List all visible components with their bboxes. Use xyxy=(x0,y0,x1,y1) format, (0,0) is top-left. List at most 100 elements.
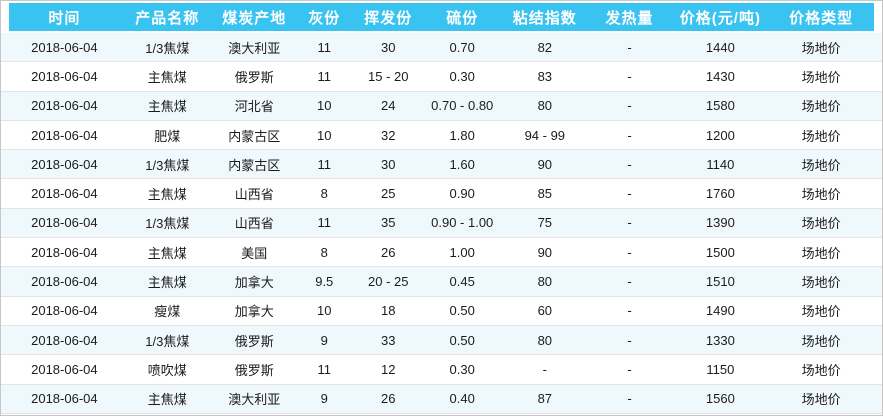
cell-time: 2018-06-04 xyxy=(31,391,98,407)
cell-price-type: 场地价 xyxy=(801,128,841,144)
cell-sulfur: 0.30 xyxy=(449,361,475,377)
cell-sulfur: 0.40 xyxy=(449,391,475,407)
cell-time: 2018-06-04 xyxy=(31,156,98,172)
cell-price: 1390 xyxy=(705,215,735,231)
cell-ash: 11 xyxy=(317,215,332,231)
cell-caking-index: 82 xyxy=(537,39,553,55)
cell-ash: 9 xyxy=(320,332,328,348)
cell-price: 1580 xyxy=(705,98,735,114)
cell-caking-index: 80 xyxy=(537,332,553,348)
cell-coal-origin: 美国 xyxy=(241,245,268,261)
table-row: 2018-06-04 主焦煤 俄罗斯 11 15 - 20 0.30 83 - 1430 场地价 xyxy=(1,62,882,92)
cell-price: 1490 xyxy=(705,303,735,319)
cell-sulfur: 0.50 xyxy=(449,332,475,348)
cell-calorific-value: - xyxy=(627,244,632,260)
table-body: 2018-06-04 1/3焦煤 澳大利亚 11 30 0.70 82-1440 场地价 201… xyxy=(1,33,882,414)
cell-caking-index: 80 xyxy=(537,98,553,114)
cell-product-name: 主焦煤 xyxy=(147,392,187,408)
cell-price-type: 场地价 xyxy=(801,333,841,349)
cell-volatile: 12 xyxy=(381,361,396,377)
cell-product-name: 喷吹煤 xyxy=(147,362,187,378)
cell-volatile: 26 xyxy=(381,244,396,260)
cell-calorific-value: - xyxy=(627,391,632,407)
cell-price: 1150 xyxy=(706,361,735,377)
cell-volatile: 20 - 25 xyxy=(368,274,409,290)
cell-price: 1430 xyxy=(705,68,735,84)
cell-price: 1330 xyxy=(705,332,735,348)
cell-sulfur: 1.00 xyxy=(449,244,475,260)
cell-price-type: 场地价 xyxy=(801,275,841,291)
cell-coal-origin: 俄罗斯 xyxy=(234,333,274,349)
cell-caking-index: 94 - 99 xyxy=(524,127,566,143)
table-row: 2018-06-04 肥煤 内蒙古区 10 32 1.80 94 - 99 - 1200 场地价 xyxy=(1,120,882,151)
cell-product-name: 1/3焦煤 xyxy=(145,157,190,173)
cell-price-type: 场地价 xyxy=(801,362,841,378)
cell-caking-index: 87 xyxy=(537,391,553,407)
column-header-price: 价格(元/吨) xyxy=(679,9,761,27)
cell-sulfur: 0.90 - 1.00 xyxy=(431,215,494,231)
cell-coal-origin: 山西省 xyxy=(234,216,274,232)
table-row: 2018-06-04 瘦煤 加拿大 10 18 0.50 60 - 1490 场地价 xyxy=(1,296,882,326)
column-header-time: 时间 xyxy=(48,9,81,27)
cell-time: 2018-06-04 xyxy=(31,39,98,55)
column-header-calorific-value: 发热量 xyxy=(605,9,654,27)
column-header-sulfur: 硫份 xyxy=(446,9,479,27)
cell-sulfur: 1.80 xyxy=(449,127,475,143)
cell-volatile: 32 xyxy=(381,127,396,143)
cell-time: 2018-06-04 xyxy=(31,244,98,260)
table-row: 2018-06-04 喷吹煤 俄罗斯 11 12 0.30 - - 1150 场地价 xyxy=(1,355,882,385)
cell-calorific-value: - xyxy=(627,274,632,290)
cell-product-name: 1/3焦煤 xyxy=(145,333,190,349)
table-row: 2018-06-04 1/3焦煤 内蒙古区 11 30 1.60 90 - 1140 场地价 xyxy=(1,150,882,180)
cell-price-type: 场地价 xyxy=(801,245,841,261)
cell-price-type: 场地价 xyxy=(801,99,841,115)
cell-volatile: 33 xyxy=(381,332,396,348)
cell-coal-origin: 山西省 xyxy=(234,187,274,203)
cell-time: 2018-06-04 xyxy=(31,98,98,114)
cell-calorific-value: - xyxy=(627,303,632,319)
cell-product-name: 肥煤 xyxy=(154,128,181,144)
cell-coal-origin: 澳大利亚 xyxy=(228,392,281,408)
cell-calorific-value: - xyxy=(627,361,632,377)
table-row: 2018-06-04 主焦煤 澳大利亚 9 26 0.40 87 - 1560 场地价 xyxy=(1,384,882,414)
table-row: 2018-06-04 主焦煤 山西省 8 25 0.90 85 - 1760 场地价 xyxy=(1,179,882,209)
cell-calorific-value: - xyxy=(627,156,632,172)
cell-price-type: 场地价 xyxy=(801,304,841,320)
cell-sulfur: 0.90 xyxy=(449,186,475,202)
cell-time: 2018-06-04 xyxy=(31,332,98,348)
cell-price-type: 场地价 xyxy=(801,40,841,56)
cell-coal-origin: 加拿大 xyxy=(234,275,274,291)
cell-product-name: 主焦煤 xyxy=(147,275,187,291)
table-row: 2018-06-04 主焦煤 河北省 10 24 0.70 - 0.80 80 - 1580 场地… xyxy=(1,91,882,121)
cell-calorific-value: - xyxy=(627,215,632,231)
cell-volatile: 25 xyxy=(381,186,396,202)
column-header-price-type: 价格类型 xyxy=(789,9,854,27)
cell-sulfur: 0.70 xyxy=(449,39,475,55)
cell-product-name: 1/3焦煤 xyxy=(145,216,190,232)
table-row: 2018-06-04 主焦煤 美国 8 26 1.00 90 - 1500 场地价 xyxy=(1,238,882,268)
cell-product-name: 主焦煤 xyxy=(147,69,187,85)
cell-calorific-value: - xyxy=(627,186,632,202)
cell-price-type: 场地价 xyxy=(801,392,841,408)
cell-volatile: 26 xyxy=(381,391,396,407)
cell-ash: 10 xyxy=(317,303,332,319)
cell-caking-index: 90 xyxy=(537,156,553,172)
cell-caking-index: 80 xyxy=(537,274,553,290)
cell-coal-origin: 内蒙古区 xyxy=(228,157,281,173)
cell-volatile: 15 - 20 xyxy=(368,68,409,84)
cell-ash: 11 xyxy=(317,39,332,55)
cell-product-name: 主焦煤 xyxy=(147,99,187,115)
cell-time: 2018-06-04 xyxy=(31,127,98,143)
cell-sulfur: 0.30 xyxy=(449,68,475,84)
cell-ash: 8 xyxy=(320,244,328,260)
cell-sulfur: 1.60 xyxy=(449,156,475,172)
column-header-coal-origin: 煤炭产地 xyxy=(222,9,287,27)
table-row: 2018-06-04 1/3焦煤 俄罗斯 9 33 0.50 80 - 1330 场地价 xyxy=(1,325,882,356)
cell-time: 2018-06-04 xyxy=(31,303,98,319)
cell-volatile: 30 xyxy=(381,156,396,172)
cell-product-name: 主焦煤 xyxy=(147,245,187,261)
table-row: 2018-06-04 1/3焦煤 山西省 11 35 0.90 - 1.00 75 - 1390… xyxy=(1,208,882,239)
cell-price: 1510 xyxy=(705,274,735,290)
cell-caking-index: 60 xyxy=(537,303,553,319)
cell-price: 1760 xyxy=(705,186,735,202)
